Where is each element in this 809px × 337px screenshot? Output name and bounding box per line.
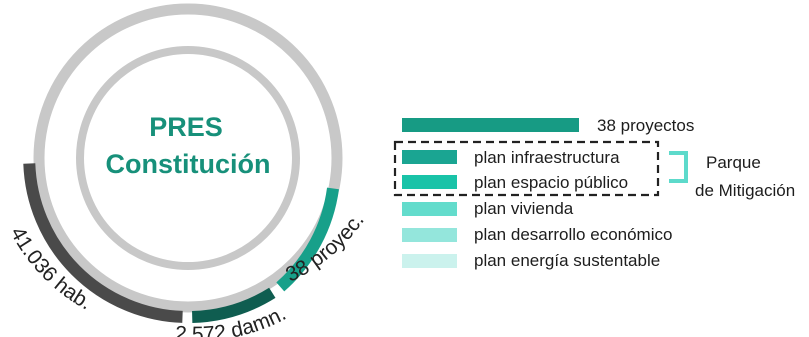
legend-label-infraestructura: plan infraestructura — [474, 148, 620, 167]
legend-label-proyectos: 38 proyectos — [597, 116, 694, 135]
legend-label-energia-sustentable: plan energía sustentable — [474, 251, 660, 270]
legend-label-espacio-publico: plan espacio público — [474, 173, 628, 192]
bracket-icon — [669, 151, 688, 183]
legend: 38 proyectos plan infraestructura plan e… — [402, 116, 694, 270]
group-label-line1: Parque — [706, 153, 761, 172]
inner-ring — [76, 46, 300, 270]
legend-swatch-proyectos — [402, 118, 579, 132]
legend-swatch-vivienda — [402, 202, 457, 216]
title-line1: PRES — [149, 112, 223, 142]
outer-ring — [33, 3, 343, 313]
legend-swatch-espacio-publico — [402, 175, 457, 189]
arc-damn — [191, 287, 276, 323]
legend-label-vivienda: plan vivienda — [474, 199, 574, 218]
group-label-line2: de Mitigación — [695, 181, 795, 200]
arc-hab — [23, 163, 183, 323]
legend-label-desarrollo-economico: plan desarrollo económico — [474, 225, 672, 244]
legend-swatch-infraestructura — [402, 150, 457, 164]
legend-swatch-energia-sustentable — [402, 254, 457, 268]
legend-swatch-desarrollo-economico — [402, 228, 457, 242]
title-line2: Constitución — [106, 149, 271, 179]
group-dashed-box — [393, 140, 660, 197]
arc-proyec — [276, 187, 339, 292]
